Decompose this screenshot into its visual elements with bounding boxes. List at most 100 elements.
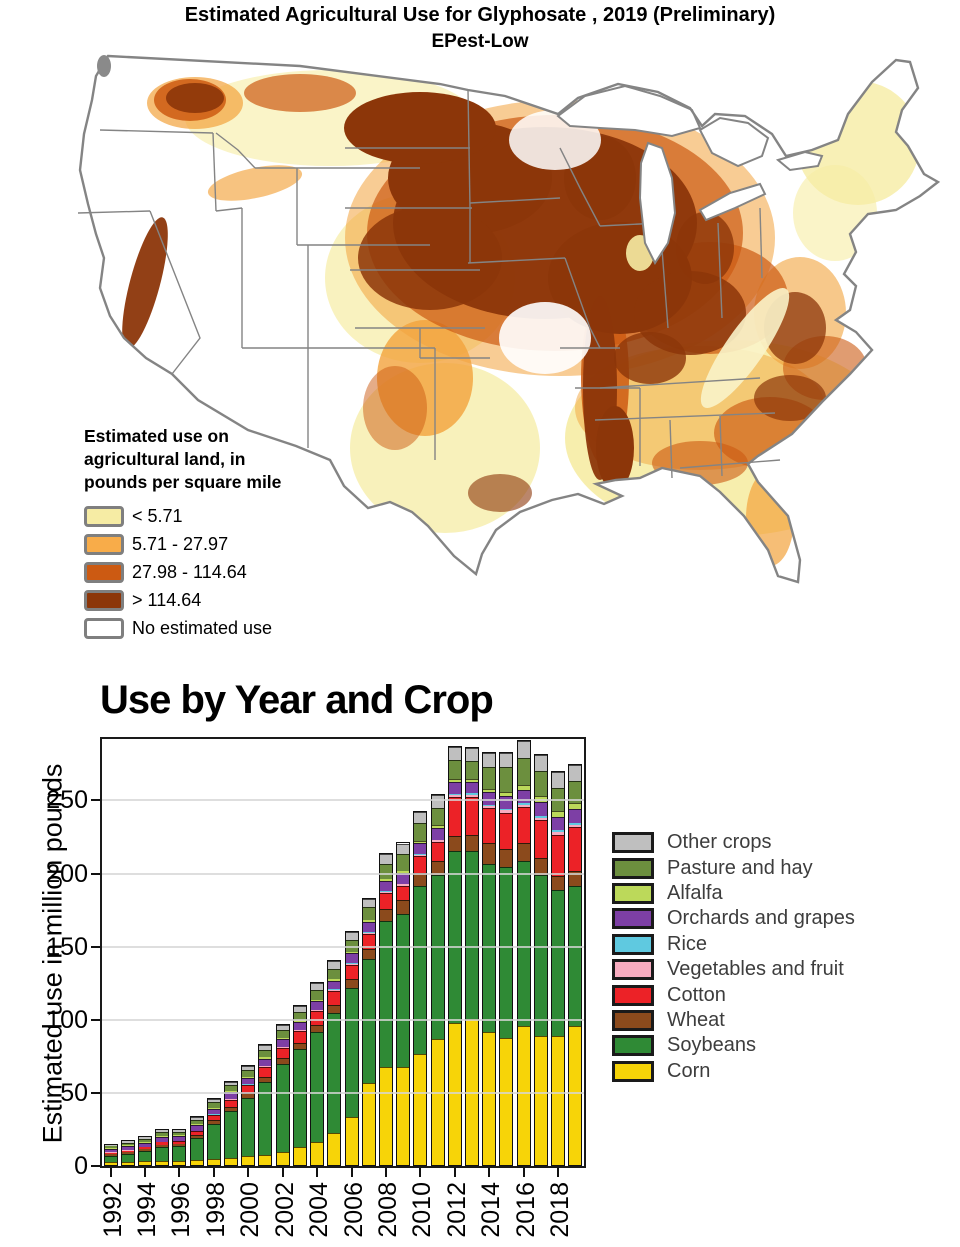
x-tick-mark	[522, 1168, 525, 1177]
segment-wheat	[121, 1152, 134, 1154]
bar-2019	[568, 763, 583, 1166]
segment-pasture-and-hay	[276, 1029, 289, 1038]
segment-corn	[552, 1036, 565, 1165]
x-tick-mark	[109, 1168, 112, 1177]
chart-legend-label: Rice	[667, 932, 708, 955]
segment-wheat	[362, 948, 375, 959]
segment-vegetables-and-fruit	[517, 804, 530, 807]
map-legend-label: < 5.71	[132, 505, 183, 526]
segment-pasture-and-hay	[379, 863, 392, 879]
y-tick-label: 150	[46, 932, 88, 961]
segment-soybeans	[500, 866, 513, 1038]
segment-soybeans	[431, 875, 444, 1040]
segment-other-crops	[104, 1144, 117, 1146]
segment-corn	[414, 1053, 427, 1165]
segment-corn	[138, 1161, 151, 1165]
segment-corn	[104, 1162, 117, 1165]
y-tick-mark	[91, 1018, 100, 1021]
map-legend-label: 5.71 - 27.97	[132, 533, 229, 554]
chart-legend-item: Pasture and hay	[612, 855, 855, 880]
segment-rice	[328, 989, 341, 990]
chart-legend-label: Vegetables and fruit	[667, 958, 844, 981]
x-tick-label: 2018	[546, 1182, 575, 1238]
segment-orchards-and-grapes	[276, 1039, 289, 1047]
segment-cotton	[431, 841, 444, 861]
segment-corn	[431, 1039, 444, 1165]
segment-orchards-and-grapes	[328, 980, 341, 990]
segment-pasture-and-hay	[466, 761, 478, 779]
chart-legend-item: Other crops	[612, 830, 855, 855]
segment-other-crops	[121, 1141, 134, 1143]
map-legend-label: 27.98 - 114.64	[132, 561, 247, 582]
chart-legend-swatch	[612, 1009, 654, 1031]
segment-other-crops	[311, 983, 324, 991]
segment-cotton	[328, 991, 341, 1005]
chart-legend-swatch	[612, 832, 654, 854]
map-legend: Estimated use on agricultural land, in p…	[84, 425, 281, 642]
map-legend-swatch	[84, 505, 124, 527]
chart-legend-item: Cotton	[612, 982, 855, 1007]
chart-legend-label: Other crops	[667, 831, 772, 854]
segment-pasture-and-hay	[104, 1145, 117, 1149]
x-tick-mark	[419, 1168, 422, 1177]
bar-2012	[447, 746, 462, 1166]
segment-other-crops	[448, 747, 461, 761]
segment-corn	[259, 1154, 272, 1165]
bar-2010	[413, 810, 428, 1166]
x-tick-mark	[316, 1168, 319, 1177]
bar-1997	[189, 1115, 204, 1166]
segment-vegetables-and-fruit	[328, 990, 341, 992]
segment-vegetables-and-fruit	[190, 1130, 203, 1132]
segment-orchards-and-grapes	[431, 827, 444, 840]
segment-orchards-and-grapes	[173, 1135, 186, 1141]
x-tick-label: 1996	[167, 1182, 196, 1238]
segment-rice	[431, 839, 444, 841]
segment-soybeans	[517, 860, 530, 1027]
gridline-50	[102, 1091, 584, 1094]
segment-wheat	[293, 1042, 306, 1050]
segment-soybeans	[225, 1110, 237, 1158]
segment-alfalfa	[534, 796, 547, 803]
segment-soybeans	[190, 1137, 203, 1160]
x-tick-label: 2010	[408, 1182, 437, 1238]
map-legend-swatch	[84, 617, 124, 639]
segment-orchards-and-grapes	[466, 781, 478, 794]
segment-cotton	[259, 1067, 272, 1077]
map-legend-item: No estimated use	[84, 614, 281, 642]
segment-corn	[121, 1161, 134, 1165]
x-tick-label: 2006	[339, 1182, 368, 1238]
segment-pasture-and-hay	[517, 758, 530, 786]
y-tick-mark	[91, 872, 100, 875]
segment-soybeans	[414, 885, 427, 1054]
segment-orchards-and-grapes	[311, 1001, 324, 1010]
segment-wheat	[500, 849, 513, 867]
segment-rice	[569, 823, 582, 826]
segment-other-crops	[569, 764, 582, 781]
chart-legend-swatch	[612, 882, 654, 904]
segment-cotton	[225, 1099, 237, 1107]
segment-orchards-and-grapes	[397, 872, 410, 884]
segment-other-crops	[293, 1005, 306, 1012]
segment-alfalfa	[500, 792, 513, 796]
bar-2016	[516, 740, 531, 1166]
segment-rice	[466, 793, 478, 795]
us-outline	[78, 54, 941, 584]
segment-wheat	[414, 872, 427, 886]
map-legend-label: > 114.64	[132, 589, 202, 610]
segment-soybeans	[534, 875, 547, 1037]
segment-wheat	[207, 1120, 220, 1125]
segment-alfalfa	[276, 1037, 289, 1040]
x-tick-label: 2016	[511, 1182, 540, 1238]
x-tick-mark	[350, 1168, 353, 1177]
segment-vegetables-and-fruit	[259, 1066, 272, 1068]
segment-vegetables-and-fruit	[207, 1114, 220, 1116]
segment-vegetables-and-fruit	[293, 1030, 306, 1032]
segment-alfalfa	[242, 1076, 255, 1078]
segment-vegetables-and-fruit	[466, 794, 478, 797]
segment-soybeans	[121, 1153, 134, 1162]
segment-rice	[534, 815, 547, 818]
gridline-200	[102, 872, 584, 875]
segment-cotton	[500, 812, 513, 850]
segment-corn	[311, 1141, 324, 1165]
segment-other-crops	[466, 748, 478, 762]
